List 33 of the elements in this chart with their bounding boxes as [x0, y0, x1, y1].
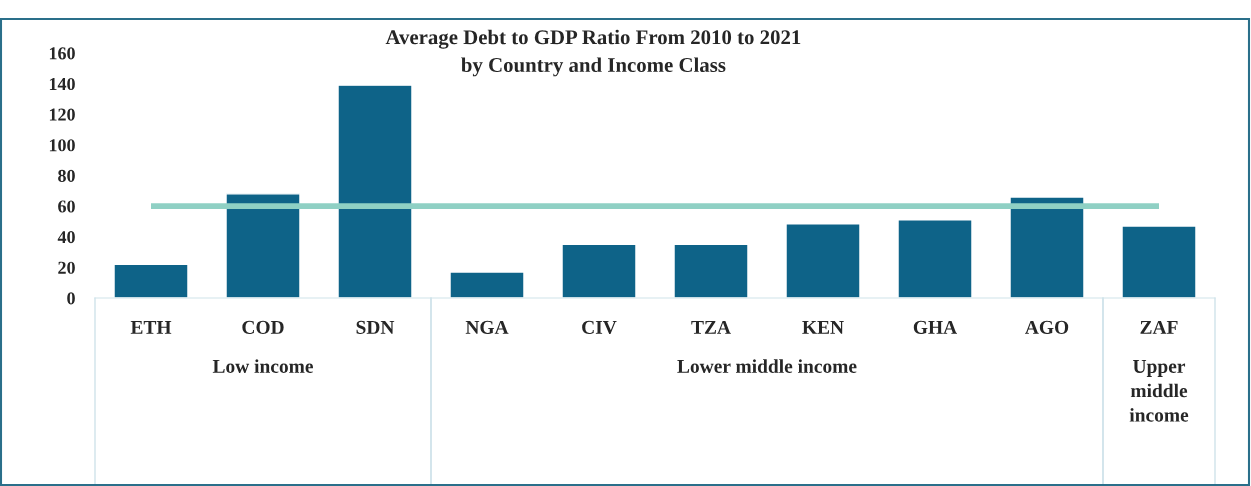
y-tick-label: 100 [49, 139, 75, 152]
bar [337, 84, 413, 298]
x-tick-label: AGO [1025, 320, 1069, 334]
text: Lower middle income [677, 359, 857, 373]
y-tick-label: 60 [58, 200, 75, 213]
y-tick-label: 40 [57, 231, 75, 244]
y-tick-label: 120 [49, 108, 75, 121]
x-tick-label: COD [242, 320, 284, 334]
bar [561, 243, 637, 298]
bar [673, 243, 749, 298]
x-tick-label: TZA [691, 320, 731, 334]
y-tick-label: 80 [58, 169, 75, 182]
y-tick-label: 20 [58, 261, 75, 274]
x-tick-label: NGA [465, 320, 509, 334]
y-tick-label: 140 [49, 77, 75, 91]
x-tick-label: SDN [356, 320, 395, 334]
text: Upper middle income [1129, 360, 1189, 422]
x-tick-label: ETH [130, 320, 172, 334]
x-tick-label: GHA [913, 320, 957, 334]
bar [785, 223, 861, 298]
x-tick-label: KEN [802, 320, 844, 334]
x-tick-label: ZAF [1140, 320, 1178, 334]
x-tick-label: CIV [582, 320, 617, 335]
text: Low income [212, 359, 313, 373]
bar [113, 263, 189, 298]
chart-title: Average Debt to GDP Ratio From 2010 to 2021 by Country and Income Class [385, 29, 801, 77]
bar [225, 193, 301, 298]
bar [897, 219, 973, 298]
y-tick-label: 0 [67, 292, 75, 305]
y-tick-label: 160 [49, 47, 75, 60]
bar [449, 271, 525, 298]
bar [1121, 225, 1197, 298]
bar [1009, 196, 1085, 298]
